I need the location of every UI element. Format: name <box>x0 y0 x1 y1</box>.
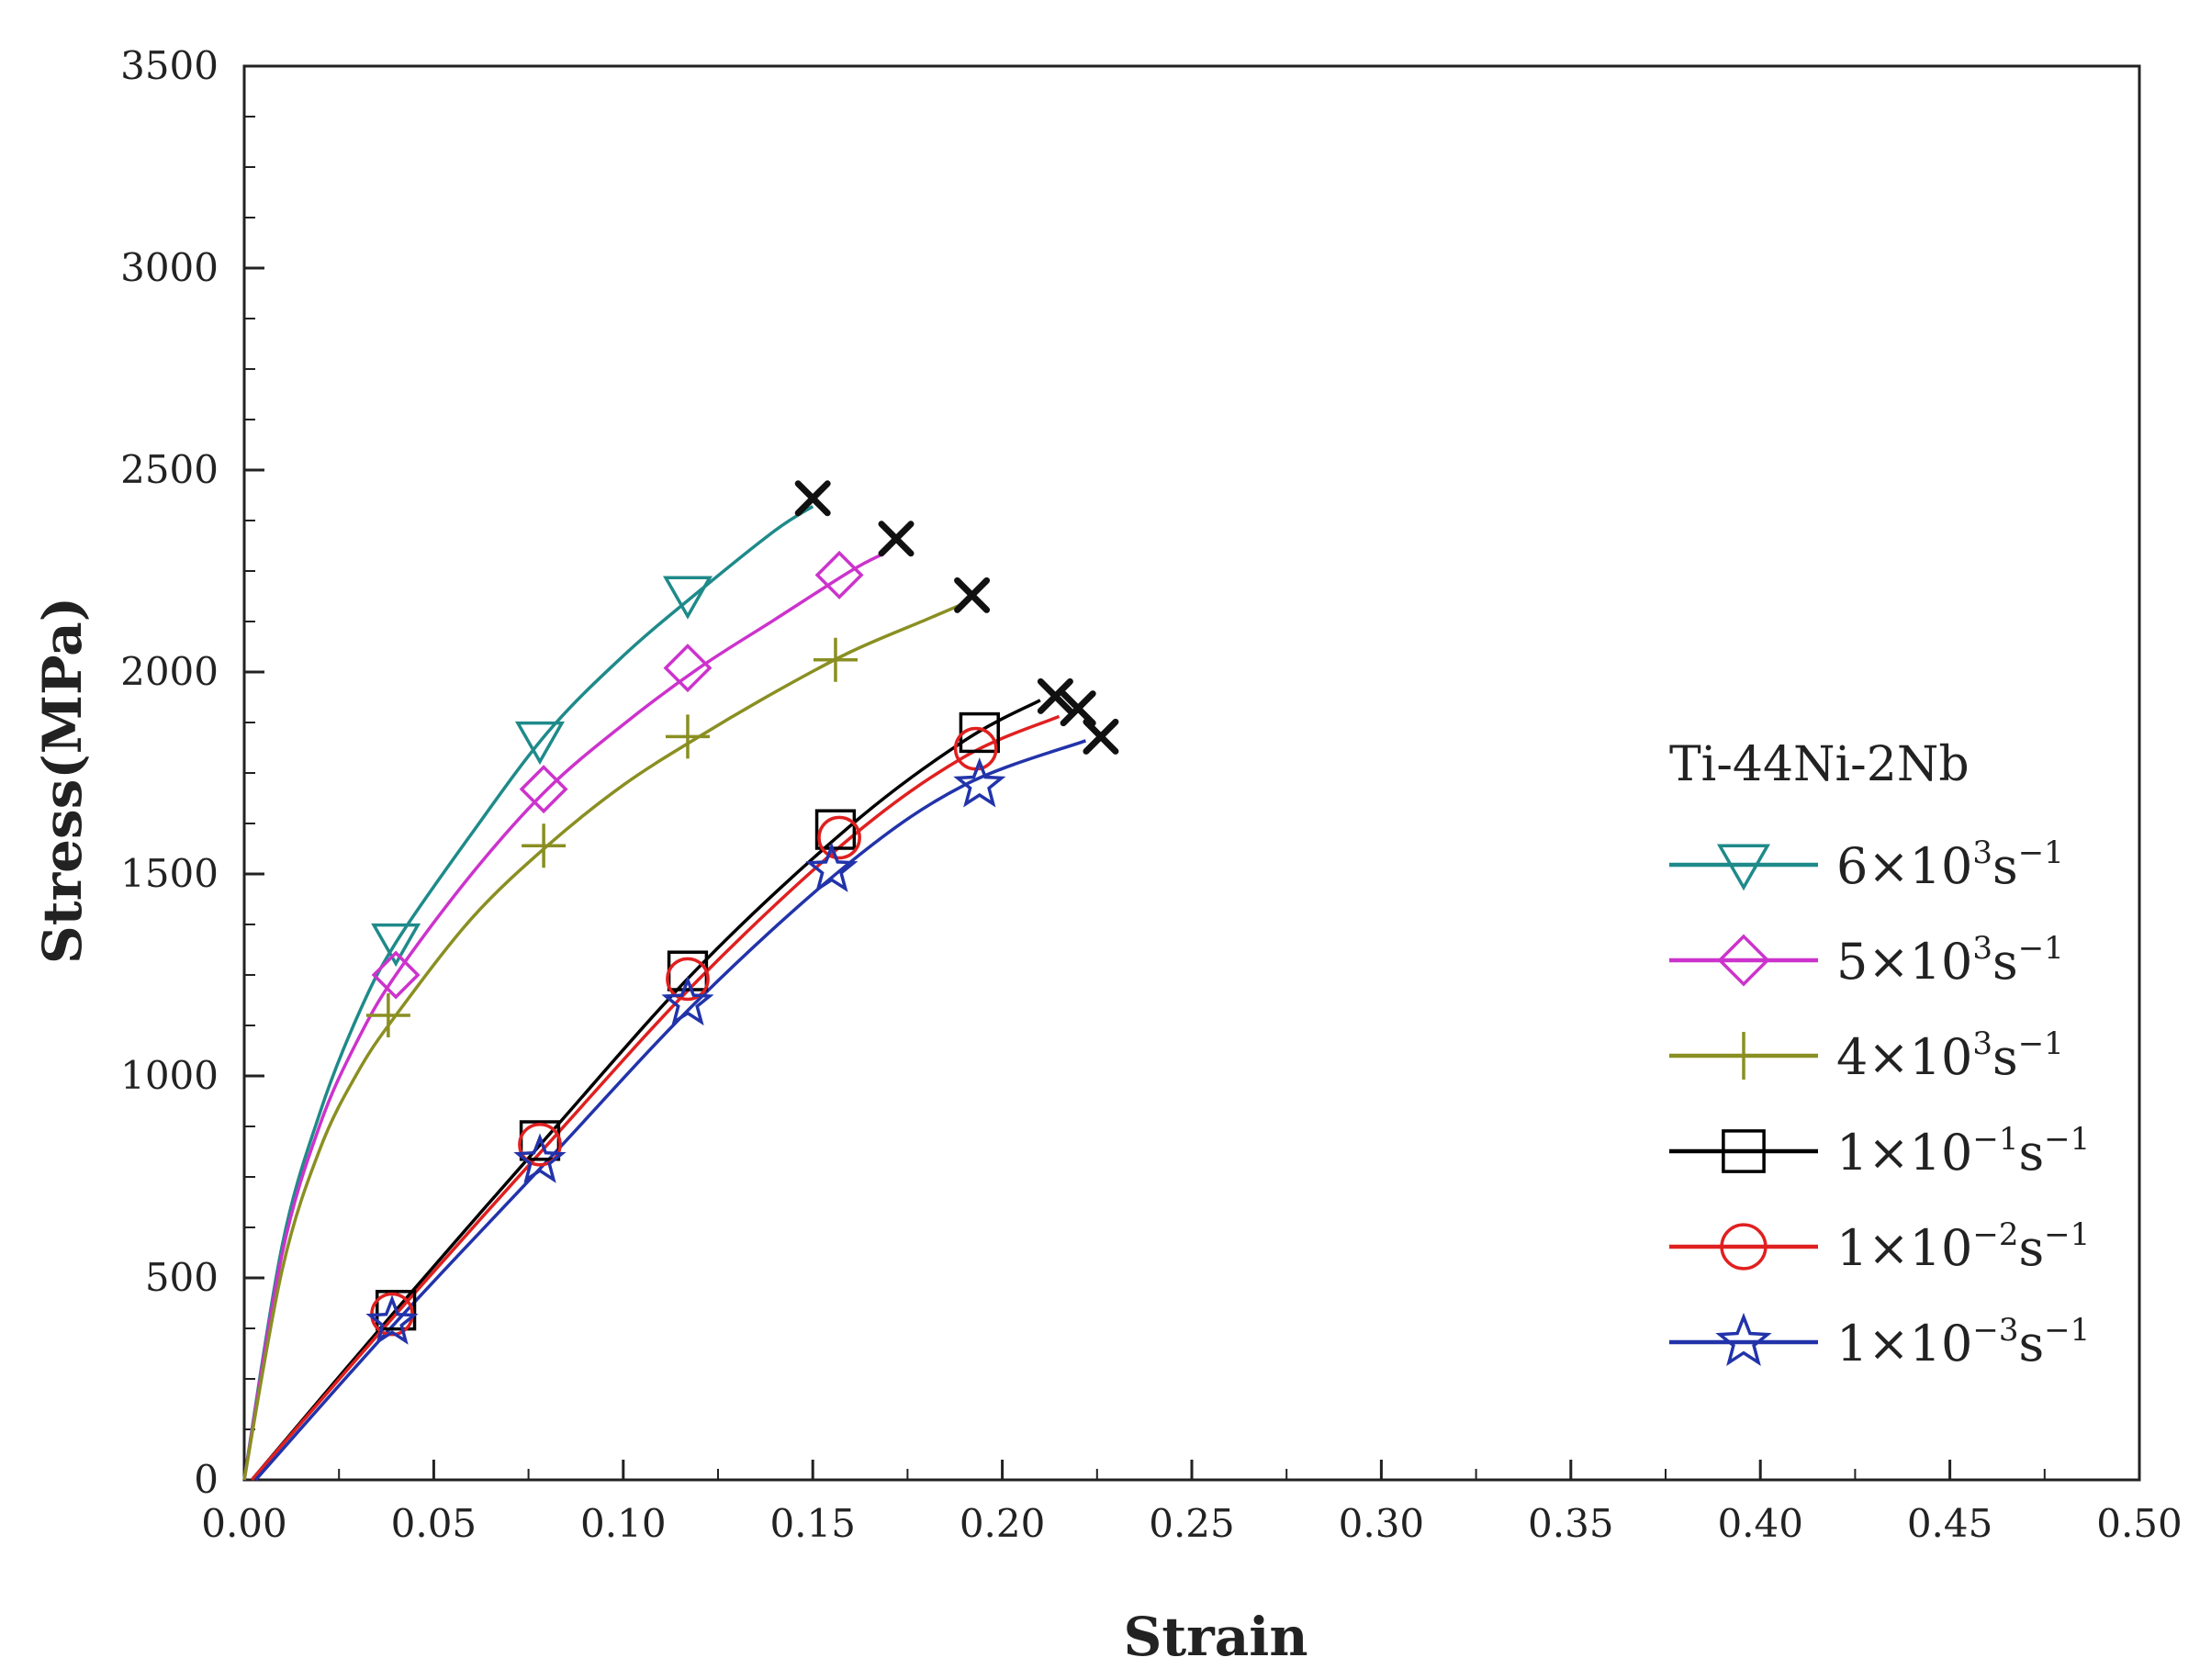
data-point <box>953 757 1006 808</box>
legend-marker <box>1722 1129 1766 1173</box>
y-tick-label: 0 <box>194 1457 219 1502</box>
series-line <box>250 699 1041 1482</box>
series-line <box>242 601 965 1481</box>
legend-label: 6×103s−1 <box>1836 834 2064 895</box>
x-tick-label: 0.35 <box>1528 1501 1614 1546</box>
series-line <box>242 553 882 1481</box>
x-tick-label: 0.50 <box>2096 1501 2183 1546</box>
x-tick-label: 0.05 <box>391 1501 477 1546</box>
y-tick-label: 500 <box>145 1255 219 1300</box>
legend-marker <box>1720 1223 1768 1271</box>
failure-x-marker <box>794 480 831 517</box>
y-tick-label: 3500 <box>120 43 219 88</box>
legend-marker <box>1715 1312 1772 1367</box>
series-line <box>242 505 814 1481</box>
y-tick-label: 1000 <box>120 1053 219 1098</box>
failure-x-marker <box>954 577 991 613</box>
tick-marks: 0.00 0.05 0.10 0.15 0.20 0.25 0.30 0.35 0.40 0.45… <box>120 43 2183 1546</box>
data-point <box>522 823 567 868</box>
series-lines <box>242 505 1087 1482</box>
x-tick-label: 0.10 <box>580 1501 667 1546</box>
legend-title: Ti-44Ni-2Nb <box>1669 737 1970 792</box>
x-tick-label: 0.20 <box>960 1501 1046 1546</box>
failure-x-marker <box>1037 678 1073 714</box>
legend-label: 1×10−2s−1 <box>1836 1216 2090 1277</box>
data-point <box>365 1294 419 1345</box>
x-tick-label: 0.40 <box>1717 1501 1803 1546</box>
data-point <box>662 576 713 620</box>
data-point <box>371 923 421 968</box>
data-point <box>814 809 857 850</box>
failure-x-marker <box>1060 690 1096 727</box>
data-point <box>371 950 421 1000</box>
y-axis-title: Stress(MPa) <box>31 597 94 964</box>
y-tick-label: 2000 <box>120 649 219 694</box>
data-point <box>663 644 713 693</box>
legend-label: 1×10−1s−1 <box>1836 1121 2090 1182</box>
series-markers <box>365 550 1006 1345</box>
data-point <box>813 637 858 682</box>
data-point <box>661 975 714 1026</box>
data-point <box>665 714 710 759</box>
x-axis-title: Strain <box>1123 1606 1308 1668</box>
x-tick-label: 0.30 <box>1339 1501 1425 1546</box>
data-point <box>814 550 864 599</box>
data-point <box>666 957 710 1002</box>
failure-markers <box>794 480 1119 755</box>
data-point <box>513 1133 567 1183</box>
data-point <box>817 815 861 860</box>
data-point <box>514 721 565 766</box>
data-point <box>519 765 568 814</box>
series-line <box>254 739 1087 1482</box>
legend-marker <box>1716 844 1771 891</box>
data-point <box>518 1122 562 1167</box>
legend-marker <box>1720 1032 1768 1080</box>
data-point <box>805 842 859 892</box>
data-point <box>365 993 410 1037</box>
x-tick-label: 0.15 <box>769 1501 856 1546</box>
data-point <box>375 1290 417 1331</box>
y-tick-label: 1500 <box>120 851 219 896</box>
legend-marker <box>1717 934 1770 987</box>
y-tick-label: 3000 <box>120 245 219 290</box>
series-line <box>250 714 1061 1482</box>
x-tick-label: 0.45 <box>1907 1501 1993 1546</box>
y-tick-label: 2500 <box>120 447 219 492</box>
failure-x-marker <box>1083 718 1119 755</box>
legend-label: 1×10−3s−1 <box>1836 1312 2090 1372</box>
failure-x-marker <box>878 521 915 557</box>
legend: Ti-44Ni-2Nb 6×103s−1 5×103s−1 4×103s−1 1×10−… <box>1669 737 2090 1372</box>
data-point <box>959 711 1000 754</box>
x-tick-label: 0.00 <box>201 1501 287 1546</box>
legend-label: 5×103s−1 <box>1836 930 2064 991</box>
legend-label: 4×103s−1 <box>1836 1025 2064 1086</box>
x-tick-label: 0.25 <box>1149 1501 1235 1546</box>
